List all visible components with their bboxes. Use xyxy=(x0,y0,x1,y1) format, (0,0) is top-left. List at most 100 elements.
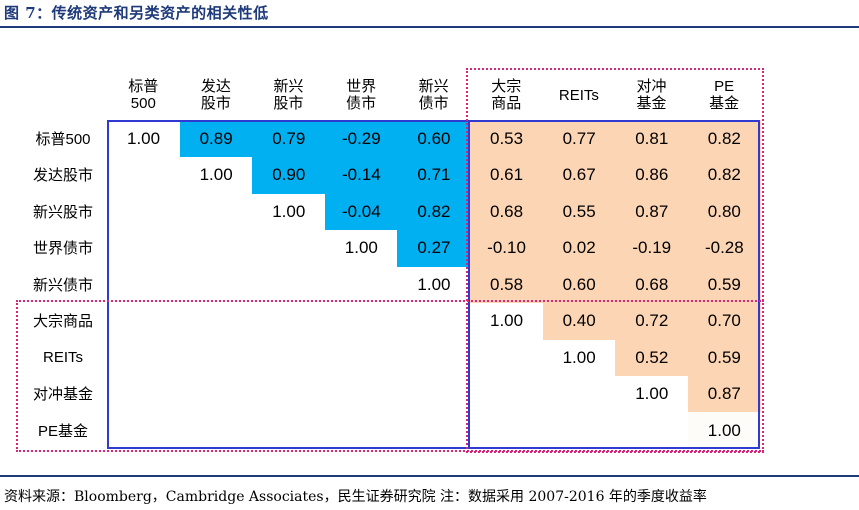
matrix-cell xyxy=(107,266,180,303)
matrix-cell xyxy=(252,412,325,449)
matrix-cell xyxy=(180,339,253,376)
source-note: 资料来源：Bloomberg，Cambridge Associates，民生证券… xyxy=(4,489,707,505)
matrix-cell xyxy=(325,376,398,413)
matrix-cell: 0.71 xyxy=(397,156,471,194)
row-header: 世界债市 xyxy=(32,240,93,258)
row-header: 新兴债市 xyxy=(32,276,93,294)
row-header: 发达股市 xyxy=(32,167,93,185)
matrix-cell: 0.59 xyxy=(687,266,761,303)
row-header: 对冲基金 xyxy=(32,386,93,404)
matrix-cell: 0.27 xyxy=(397,229,471,267)
column-header: REITs xyxy=(558,86,599,104)
matrix-cell xyxy=(543,376,616,413)
matrix-cell: -0.19 xyxy=(615,229,689,267)
matrix-cell xyxy=(397,303,470,340)
column-header: 发达 股市 xyxy=(200,78,231,112)
matrix-cell: 0.58 xyxy=(470,266,544,303)
row-header: 大宗商品 xyxy=(32,313,93,331)
matrix-cell xyxy=(470,339,543,376)
matrix-cell xyxy=(180,376,253,413)
matrix-cell xyxy=(180,230,253,267)
matrix-cell xyxy=(107,376,180,413)
column-header: 标普 500 xyxy=(128,78,159,112)
matrix-cell: 1.00 xyxy=(562,347,596,367)
matrix-cell: 0.52 xyxy=(615,339,689,376)
matrix-cell: 1.00 xyxy=(199,165,233,184)
matrix-cell: -0.10 xyxy=(470,229,544,267)
matrix-cell: 0.80 xyxy=(687,193,761,230)
matrix-cell xyxy=(325,339,398,376)
matrix-cell xyxy=(252,303,325,340)
matrix-cell xyxy=(397,339,470,376)
matrix-cell: 1.00 xyxy=(490,311,524,330)
matrix-cell xyxy=(107,339,180,376)
column-header: 新兴 股市 xyxy=(273,78,304,112)
matrix-cell xyxy=(107,230,180,267)
matrix-cell: 0.81 xyxy=(615,120,689,157)
matrix-cell xyxy=(180,303,253,340)
matrix-cell: -0.14 xyxy=(324,156,398,194)
matrix-cell xyxy=(397,412,470,449)
matrix-cell: 1.00 xyxy=(635,384,669,403)
matrix-cell: 1.00 xyxy=(344,238,378,257)
matrix-cell xyxy=(252,376,325,413)
column-header: PE 基金 xyxy=(709,78,740,112)
matrix-cell: 0.82 xyxy=(687,120,761,157)
matrix-cell: 1.00 xyxy=(417,274,451,294)
matrix-cell: 0.02 xyxy=(542,229,616,267)
matrix-cell xyxy=(252,230,325,267)
chart-title: 图 7：传统资产和另类资产的相关性低 xyxy=(4,4,269,22)
matrix-cell: -0.29 xyxy=(324,120,398,157)
matrix-cell: 0.90 xyxy=(252,156,326,194)
matrix-cell xyxy=(252,339,325,376)
matrix-cell: 0.40 xyxy=(542,302,616,340)
matrix-cell: 0.68 xyxy=(615,266,689,303)
matrix-cell: 0.87 xyxy=(687,375,761,413)
matrix-cell xyxy=(325,266,398,303)
matrix-cell xyxy=(252,266,325,303)
matrix-cell: 0.86 xyxy=(615,156,689,194)
matrix-cell: 1.00 xyxy=(272,201,306,221)
row-header: 标普500 xyxy=(35,130,91,148)
title-rule xyxy=(0,26,859,28)
matrix-cell: 0.72 xyxy=(615,302,689,340)
matrix-cell xyxy=(615,412,688,449)
matrix-cell xyxy=(397,376,470,413)
matrix-cell: 0.60 xyxy=(542,266,616,303)
matrix-cell xyxy=(180,193,253,230)
matrix-cell: 0.67 xyxy=(542,156,616,194)
column-header: 大宗 商品 xyxy=(491,78,522,112)
row-header: REITs xyxy=(42,348,83,366)
matrix-cell: 0.68 xyxy=(470,193,544,230)
matrix-cell xyxy=(325,412,398,449)
matrix-cell: 0.82 xyxy=(397,193,471,230)
matrix-cell: 1.00 xyxy=(127,128,161,148)
matrix-cell: 0.61 xyxy=(470,156,544,194)
matrix-cell: 0.60 xyxy=(397,120,471,157)
matrix-cell: 0.82 xyxy=(687,156,761,194)
column-header: 新兴 债市 xyxy=(418,78,449,112)
matrix-cell: 0.79 xyxy=(252,120,326,157)
matrix-cell: 0.55 xyxy=(542,193,616,230)
matrix-cell: 0.89 xyxy=(179,120,253,157)
column-header: 对冲 基金 xyxy=(636,78,667,112)
matrix-cell: 1.00 xyxy=(687,412,761,449)
matrix-cell xyxy=(470,412,543,449)
bottom-rule xyxy=(0,475,859,477)
matrix-cell xyxy=(325,303,398,340)
row-header: PE基金 xyxy=(37,422,88,440)
matrix-cell xyxy=(543,412,616,449)
matrix-cell: 0.59 xyxy=(687,339,761,376)
matrix-cell: 0.70 xyxy=(687,302,761,340)
matrix-cell xyxy=(107,157,180,194)
matrix-cell xyxy=(107,193,180,230)
row-header: 新兴股市 xyxy=(32,203,93,221)
matrix-cell xyxy=(107,412,180,449)
matrix-cell xyxy=(107,303,180,340)
matrix-cell xyxy=(180,266,253,303)
matrix-cell: -0.04 xyxy=(324,193,398,230)
matrix-cell xyxy=(470,376,543,413)
column-header: 世界 债市 xyxy=(346,78,377,112)
matrix-cell: -0.28 xyxy=(687,229,761,267)
matrix-cell: 0.53 xyxy=(470,120,544,157)
